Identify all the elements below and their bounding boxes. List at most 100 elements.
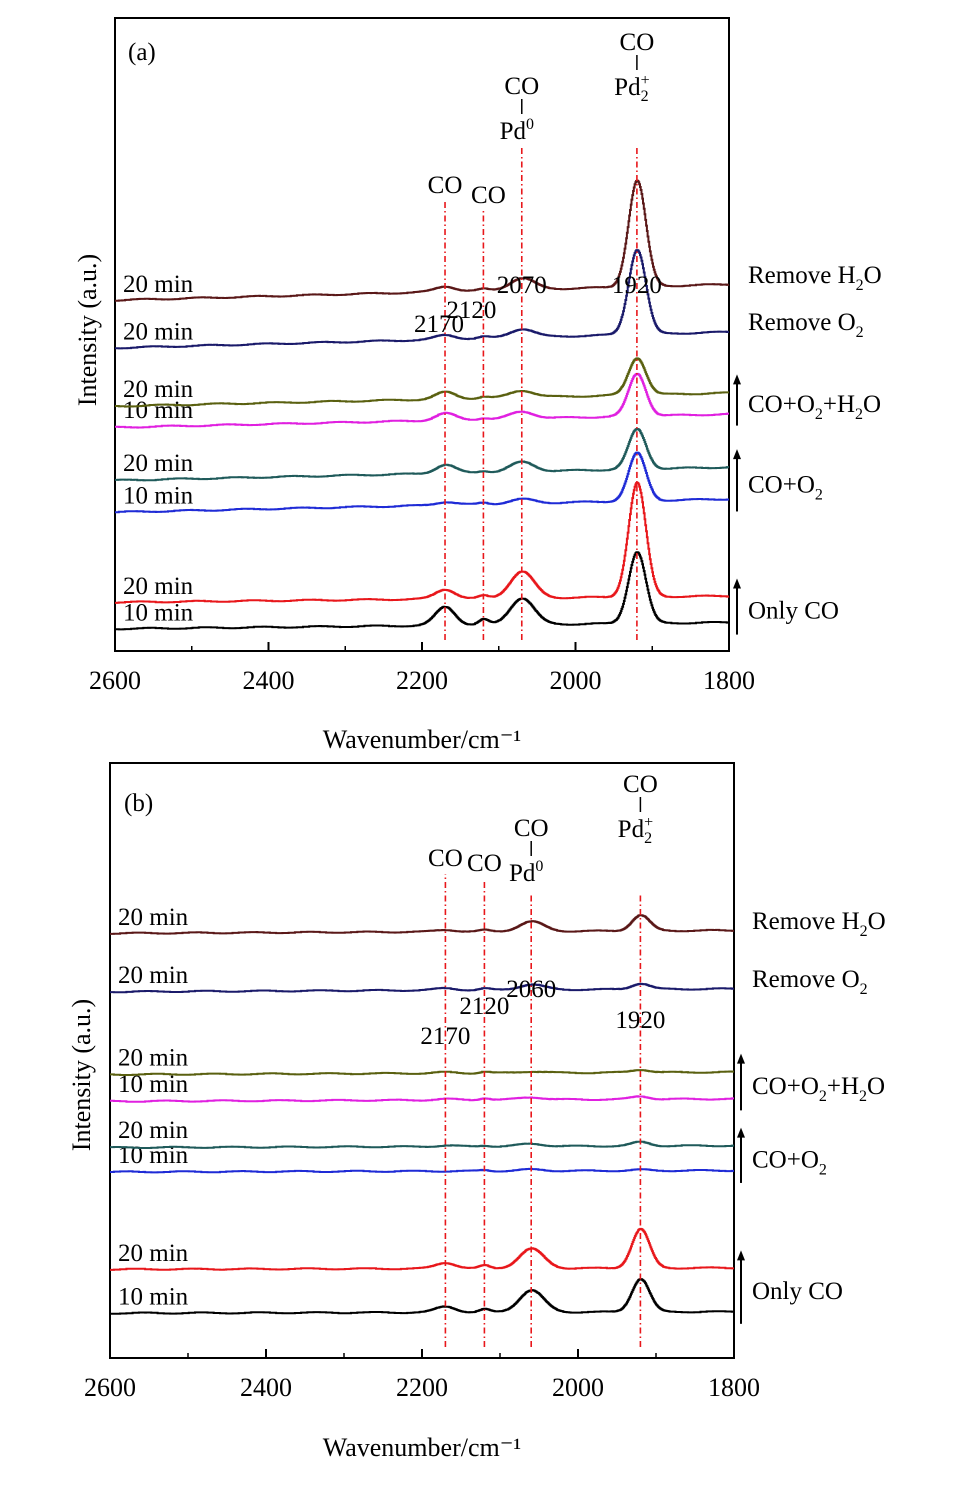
site-sup: + <box>644 814 653 831</box>
peak-position-label: 1920 <box>615 1007 665 1034</box>
peak-position-label: 2120 <box>446 297 496 324</box>
condition-label-part: 2 <box>860 923 868 940</box>
arrow-head-icon <box>737 1053 745 1064</box>
x-tick-label: 1800 <box>708 1373 760 1402</box>
condition-label: Remove O2 <box>752 966 868 998</box>
spectrum-line <box>110 1140 734 1149</box>
site-label: Pd0 <box>509 858 543 887</box>
arrow-head-icon <box>733 374 741 385</box>
condition-label-part: Remove O <box>748 309 856 336</box>
series-time-label: 20 min <box>123 376 194 403</box>
condition-label-part: Remove H <box>748 262 856 289</box>
x-axis-title: Wavenumber/cm⁻¹ <box>323 1433 521 1462</box>
condition-label-part: Remove H <box>752 908 860 935</box>
series-time-label: 20 min <box>123 318 194 345</box>
spectrum-line <box>110 914 734 935</box>
condition-label-part: 2 <box>859 1088 867 1105</box>
condition-label-part: CO+O <box>748 471 815 498</box>
series-time-label: 20 min <box>118 1044 189 1071</box>
adsorbate-label: CO <box>514 815 549 842</box>
arrow-head-icon <box>733 578 741 589</box>
spectrum-line <box>110 1167 734 1174</box>
condition-label: CO+O2+H2O <box>748 391 881 423</box>
spectrum-line <box>115 249 729 350</box>
x-tick-label: 2400 <box>240 1373 292 1402</box>
peak-annotation: CO <box>428 845 463 872</box>
peak-position-label: 2170 <box>414 311 464 338</box>
adsorbate-label: CO <box>620 29 655 56</box>
spectrum-line <box>115 481 730 604</box>
x-tick-label: 1800 <box>703 666 755 695</box>
x-axis-title: Wavenumber/cm⁻¹ <box>323 725 521 754</box>
arrow-head-icon <box>737 1127 745 1138</box>
condition-label: Only CO <box>748 598 839 625</box>
condition-label-part: 2 <box>815 406 823 423</box>
adsorbate-label: CO <box>623 771 658 798</box>
site-sup: 0 <box>535 858 543 875</box>
condition-label: CO+O2 <box>748 471 823 503</box>
series-time-label: 10 min <box>123 599 194 626</box>
condition-label: Remove H2O <box>748 262 882 294</box>
x-tick-label: 2200 <box>396 666 448 695</box>
series-time-label: 20 min <box>118 1240 189 1267</box>
site-base: Pd <box>618 816 645 843</box>
adsorbate-label: CO <box>504 73 539 100</box>
spectrum-line <box>115 428 729 482</box>
peak-annotation: CO <box>467 850 502 877</box>
site-sub: 2 <box>641 88 649 105</box>
series-time-label: 20 min <box>123 573 194 600</box>
condition-label-part: 2 <box>819 1088 827 1105</box>
spectrum-line <box>110 982 734 994</box>
condition-label-part: O <box>863 391 881 418</box>
x-tick-label: 2600 <box>84 1373 136 1402</box>
series-time-label: 20 min <box>118 1117 189 1144</box>
panel-b: 2600 2400 2200 2000 1800 Wavenumber/cm⁻¹ Inten… <box>67 762 886 1462</box>
site-sub: 2 <box>644 830 652 847</box>
condition-label-part: 2 <box>855 406 863 423</box>
spectrum-line <box>110 1227 734 1271</box>
site-label: Pd0 <box>500 116 534 145</box>
condition-label-part: 2 <box>860 981 868 998</box>
series-time-label: 10 min <box>123 482 194 509</box>
site-base: Pd <box>509 860 536 887</box>
condition-label: Remove H2O <box>752 908 886 940</box>
condition-label-part: Remove O <box>752 966 860 993</box>
peak-position-label: 2170 <box>420 1023 470 1050</box>
panel-label: (b) <box>124 790 153 817</box>
condition-label-part: CO+O <box>748 391 815 418</box>
peak-position-label: 2070 <box>497 272 547 299</box>
condition-label-part: O <box>867 1073 885 1100</box>
site-base: Pd <box>500 118 527 145</box>
panel-label: (a) <box>128 39 156 66</box>
site-label: Pd+ 2 <box>618 814 653 847</box>
x-tick-label: 2600 <box>89 666 141 695</box>
condition-label-part: +H <box>823 391 855 418</box>
spectrum-line <box>115 551 729 631</box>
condition-label-part: O <box>868 908 886 935</box>
spectrum-line <box>115 357 729 408</box>
peak-annotation: CO <box>471 182 506 209</box>
site-sup: 0 <box>526 116 534 133</box>
series-time-label: 20 min <box>123 450 194 477</box>
arrow-head-icon <box>737 1250 745 1261</box>
condition-label: Only CO <box>752 1278 843 1305</box>
condition-label-part: CO+O <box>752 1146 819 1173</box>
condition-label: Remove O2 <box>748 309 864 341</box>
site-sup: + <box>641 72 650 89</box>
spectrum-line <box>115 179 730 302</box>
x-tick-label: 2000 <box>552 1373 604 1402</box>
x-tick-label: 2200 <box>396 1373 448 1402</box>
condition-label: CO+O2 <box>752 1146 827 1178</box>
series-time-label: 10 min <box>123 397 194 424</box>
y-axis-title: Intensity (a.u.) <box>73 254 102 406</box>
series-time-label: 20 min <box>118 962 189 989</box>
condition-label-part: CO+O <box>752 1073 819 1100</box>
x-tick-label: 2400 <box>243 666 295 695</box>
spectrum-line <box>110 1278 734 1315</box>
y-axis-title: Intensity (a.u.) <box>67 999 96 1151</box>
spectrum-line <box>115 451 729 514</box>
panel-a: 2600 2400 2200 2000 1800 Wavenumber/cm⁻¹ Inten… <box>73 17 882 754</box>
x-tick-label: 2000 <box>550 666 602 695</box>
series-time-label: 20 min <box>123 271 194 298</box>
